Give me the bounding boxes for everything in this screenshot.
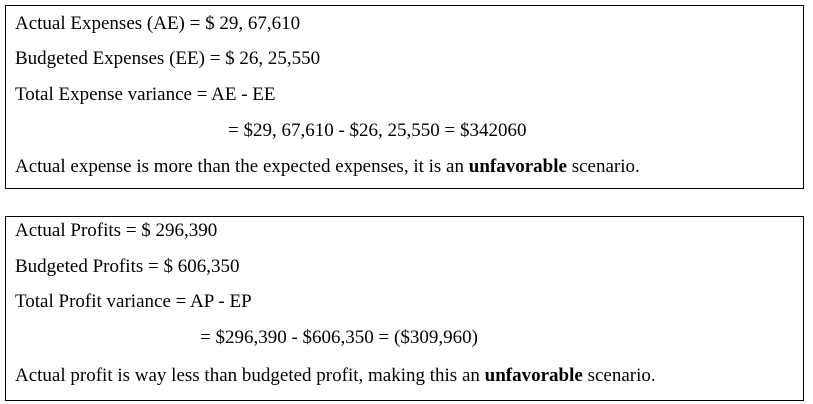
text-line: Actual Profits = $ 296,390	[15, 220, 218, 241]
conclusion-text: scenario.	[566, 156, 640, 177]
equation-line: = $29, 67,610 - $26, 25,550 = $342060	[228, 120, 527, 141]
conclusion-text: Actual expense is more than the expected…	[15, 156, 469, 177]
conclusion-line: Actual profit is way less than budgeted …	[15, 364, 656, 388]
text-line: Budgeted Expenses (EE) = $ 26, 25,550	[15, 48, 321, 69]
conclusion-text: Actual profit is way less than budgeted …	[15, 365, 485, 386]
conclusion-text: scenario.	[582, 365, 656, 386]
emphasis: unfavorable	[468, 156, 567, 177]
text-line: Budgeted Profits = $ 606,350	[15, 256, 240, 277]
text-box: Actual Expenses (AE) = $ 29, 67,610 Budge…	[5, 5, 804, 189]
equation-line: = $296,390 - $606,350 = ($309,960)	[200, 327, 478, 348]
text-line: Total Profit variance = AP - EP	[15, 291, 252, 312]
text-line: Total Expense variance = AE - EE	[15, 84, 276, 105]
emphasis: unfavorable	[484, 365, 583, 386]
text-line: Actual Expenses (AE) = $ 29, 67,610	[15, 13, 301, 34]
conclusion-line: Actual expense is more than the expected…	[15, 155, 640, 179]
text-box: Actual Profits = $ 296,390 Budgeted Profi…	[5, 216, 804, 401]
